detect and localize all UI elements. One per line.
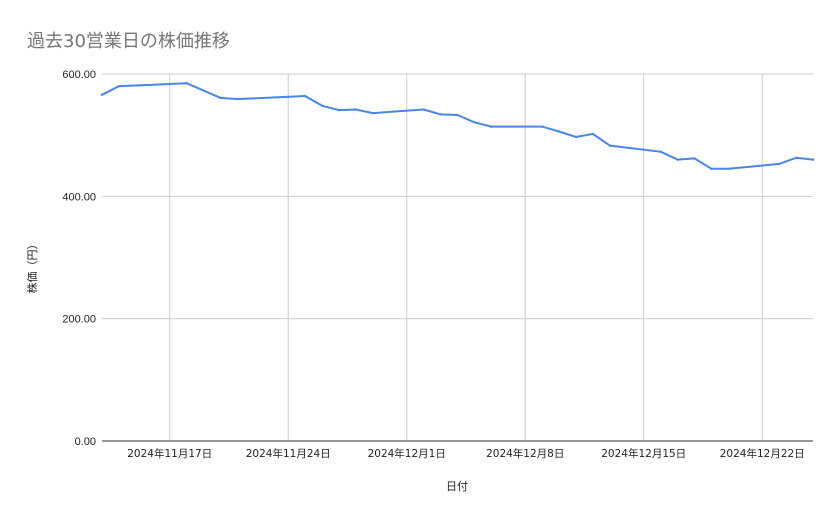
data-point <box>371 111 375 115</box>
data-point <box>557 130 561 133</box>
data-point <box>422 108 425 111</box>
data-point <box>574 135 578 139</box>
data-point <box>100 93 104 96</box>
vertical-gridlines <box>169 74 763 441</box>
y-axis-ticks: 0.00 200.00 400.00 600.00 <box>62 69 96 448</box>
x-axis-ticks: 2024年11月17日 2024年11月24日 2024年12月1日 2024年12月… <box>127 447 804 460</box>
data-point <box>473 121 476 124</box>
x-tick-label: 2024年11月24日 <box>246 447 331 460</box>
x-tick-label: 2024年12月22日 <box>720 447 805 460</box>
y-tick-label: 400.00 <box>62 191 96 203</box>
data-point <box>676 158 679 161</box>
data-point <box>185 81 188 85</box>
series-group <box>100 81 815 171</box>
y-tick-label: 200.00 <box>62 314 96 326</box>
data-point <box>659 150 662 153</box>
data-point <box>337 108 341 112</box>
series-line <box>101 82 814 170</box>
chart-title: 過去30営業日の株価推移 <box>27 31 230 52</box>
data-point <box>794 156 798 159</box>
data-point <box>727 167 730 171</box>
data-point <box>608 144 612 147</box>
y-tick-label: 0.00 <box>75 436 96 448</box>
data-point <box>303 94 307 98</box>
data-point <box>710 167 713 171</box>
data-point <box>777 162 781 166</box>
data-point <box>354 108 358 111</box>
data-point <box>320 104 324 108</box>
data-point <box>811 158 815 161</box>
x-tick-label: 2024年11月17日 <box>127 447 212 460</box>
y-axis-title: 株価（円） <box>25 239 39 294</box>
data-point <box>439 113 442 116</box>
data-point <box>591 132 595 136</box>
data-point <box>117 85 121 88</box>
data-point <box>219 96 222 100</box>
data-point <box>693 157 696 160</box>
x-axis-title: 日付 <box>446 480 468 493</box>
data-point <box>490 125 493 128</box>
x-tick-label: 2024年12月8日 <box>486 447 564 460</box>
data-point <box>540 125 544 128</box>
horizontal-gridlines <box>102 73 813 442</box>
data-point <box>236 97 239 101</box>
y-tick-label: 600.00 <box>62 69 96 81</box>
x-tick-label: 2024年12月1日 <box>368 447 446 460</box>
data-point <box>456 113 459 117</box>
x-tick-label: 2024年12月15日 <box>601 447 686 460</box>
